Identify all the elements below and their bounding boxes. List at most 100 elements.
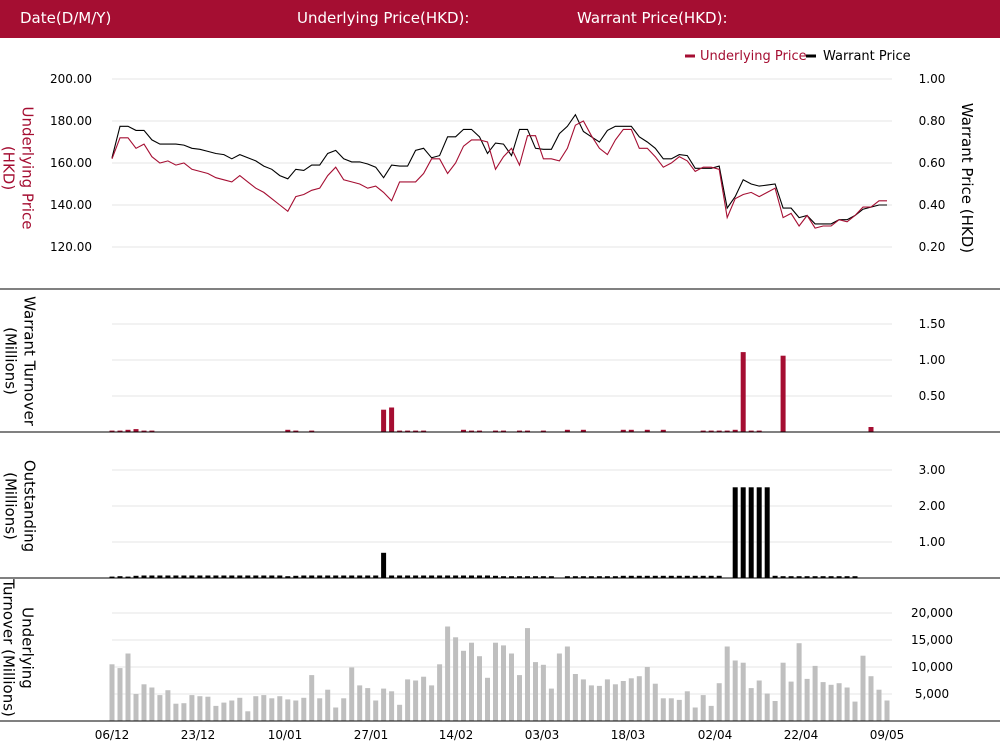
outstanding-bar: [469, 575, 474, 578]
underlying-turnover-bar: [533, 662, 538, 721]
outstanding-bar: [764, 487, 770, 578]
underlying-turnover-bar: [293, 700, 299, 721]
underlying-turnover-bar: [357, 685, 363, 721]
outstanding-bar: [125, 576, 131, 578]
outstanding-bar: [389, 575, 395, 578]
outstanding-bar: [493, 575, 498, 578]
warrant-turnover-tick-label: 1.50: [919, 317, 946, 331]
outstanding-bar: [117, 576, 123, 578]
underlying-turnover-chart: 20,000 15,000 10,000 5,000 UnderlyingTurnove…: [0, 578, 1000, 722]
outstanding-bar: [165, 575, 171, 578]
outstanding-bar: [261, 575, 267, 578]
price-right-tick-label: 0.60: [919, 156, 946, 170]
underlying-turnover-bar: [309, 675, 315, 721]
underlying-turnover-bar: [325, 689, 331, 721]
warrant-turnover-bar: [540, 430, 546, 432]
underlying-turnover-bar: [437, 664, 443, 721]
underlying-turnover-bar: [125, 653, 131, 721]
x-tick-label: 27/01: [354, 728, 389, 742]
outstanding-chart: 3.00 2.00 1.00 Outstanding(Millions): [0, 460, 1000, 579]
outstanding-bar: [692, 575, 698, 578]
outstanding-bar: [708, 575, 714, 578]
outstanding-bar: [604, 576, 610, 578]
warrant-price-axis-title: Warrant Price (HKD): [958, 103, 976, 253]
underlying-turnover-bar: [644, 667, 650, 721]
underlying-turnover-bar: [445, 626, 451, 721]
price-right-tick-label: 0.40: [919, 198, 946, 212]
underlying-turnover-bar: [365, 688, 371, 721]
underlying-turnover-bar: [700, 695, 706, 721]
underlying-turnover-tick-label: 10,000: [911, 660, 953, 674]
underlying-turnover-bar: [501, 645, 506, 721]
outstanding-bar: [533, 576, 538, 578]
outstanding-bar: [173, 575, 179, 578]
outstanding-bar: [780, 576, 786, 578]
underlying-turnover-bar: [477, 656, 482, 721]
outstanding-bar: [157, 575, 163, 578]
outstanding-bar: [109, 576, 115, 578]
underlying-turnover-tick-label: 15,000: [911, 633, 953, 647]
legend-warrant-label: Warrant Price: [823, 49, 911, 64]
price-right-tick-label: 0.80: [919, 114, 946, 128]
underlying-turnover-bar: [509, 653, 514, 721]
underlying-turnover-bar: [389, 691, 395, 721]
outstanding-bar: [373, 575, 379, 578]
outstanding-bar: [445, 575, 451, 578]
outstanding-bar: [716, 575, 722, 578]
outstanding-tick-label: 2.00: [919, 499, 946, 513]
price-left-tick-label: 180.00: [50, 114, 92, 128]
underlying-turnover-bar: [876, 689, 882, 721]
warrant-turnover-bar: [708, 430, 714, 432]
x-tick-label: 03/03: [525, 728, 560, 742]
warrant-turnover-bar: [620, 429, 626, 432]
outstanding-bar: [676, 575, 682, 578]
underlying-turnover-bar: [397, 704, 403, 721]
outstanding-bar: [221, 575, 227, 578]
price-left-tick-label: 200.00: [50, 72, 92, 86]
outstanding-bar: [852, 576, 858, 578]
underlying-turnover-bar: [229, 700, 235, 721]
underlying-turnover-bar: [165, 690, 171, 721]
underlying-turnover-bar: [732, 660, 738, 721]
x-tick-label: 06/12: [95, 728, 130, 742]
outstanding-bar: [181, 575, 187, 578]
warrant-turnover-bar: [660, 429, 666, 432]
underlying-turnover-bar: [181, 703, 187, 721]
underlying-turnover-bar: [860, 655, 866, 721]
warrant-turnover-bar: [868, 427, 874, 432]
outstanding-bar: [652, 575, 658, 578]
underlying-turnover-bar: [525, 628, 530, 721]
underlying-turnover-bar: [173, 703, 179, 721]
warrant-turnover-bar: [525, 430, 530, 432]
outstanding-bar: [293, 575, 299, 578]
underlying-turnover-bar: [285, 699, 291, 721]
warrant-turnover-bar: [756, 430, 762, 432]
outstanding-bar: [660, 575, 666, 578]
outstanding-bar: [317, 575, 323, 578]
underlying-turnover-bar: [724, 646, 730, 721]
outstanding-tick-label: 3.00: [919, 463, 946, 477]
x-tick-label: 14/02: [439, 728, 474, 742]
warrant-turnover-tick-label: 0.50: [919, 389, 946, 403]
warrant-turnover-bar: [628, 429, 634, 432]
outstanding-bar: [485, 575, 490, 578]
outstanding-bar: [357, 575, 363, 578]
underlying-turnover-bar: [780, 662, 786, 721]
underlying-turnover-bar: [588, 685, 594, 721]
underlying-turnover-bar: [277, 696, 283, 721]
underlying-turnover-bar: [421, 676, 427, 721]
outstanding-bar: [237, 575, 243, 578]
outstanding-bar: [501, 576, 506, 578]
price-right-tick-label: 0.20: [919, 240, 946, 254]
warrant-turnover-bar: [109, 430, 115, 432]
outstanding-bar: [397, 575, 403, 578]
underlying-turnover-bar: [413, 680, 419, 721]
warrant-turnover-bar: [564, 429, 570, 432]
outstanding-bar: [820, 576, 826, 578]
price-left-tick-label: 160.00: [50, 156, 92, 170]
underlying-turnover-bar: [469, 642, 474, 721]
outstanding-bar: [301, 575, 307, 578]
underlying-turnover-bar: [429, 685, 435, 721]
outstanding-bar: [772, 575, 778, 578]
underlying-turnover-bar: [461, 650, 466, 721]
